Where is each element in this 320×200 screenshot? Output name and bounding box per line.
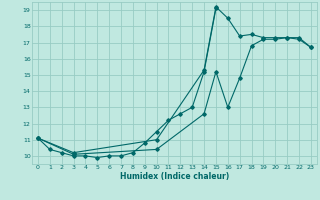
X-axis label: Humidex (Indice chaleur): Humidex (Indice chaleur) [120,172,229,181]
